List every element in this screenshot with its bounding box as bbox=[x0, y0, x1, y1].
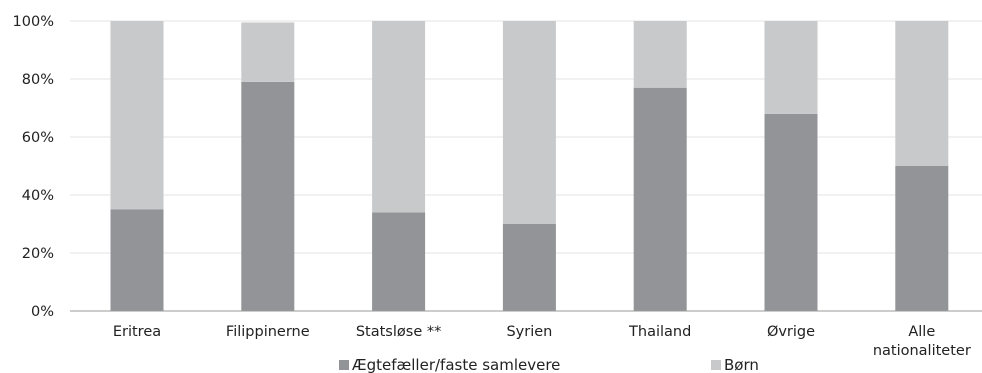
x-tick-label: Statsløse ** bbox=[356, 324, 442, 340]
y-tick-label: 20% bbox=[22, 246, 54, 262]
legend-label: Børn bbox=[724, 356, 759, 373]
x-tick-label: Eritrea bbox=[113, 324, 161, 340]
bar-segment-children bbox=[502, 21, 556, 224]
bar-segment-children bbox=[110, 21, 164, 210]
x-tick-label: Thailand bbox=[628, 324, 691, 340]
bar-segment-spouses bbox=[895, 166, 949, 311]
y-tick-label: 0% bbox=[31, 304, 54, 320]
bar-segment-children bbox=[633, 21, 687, 88]
legend: Ægtefæller/faste samlevere Børn bbox=[339, 356, 759, 373]
legend-label: Ægtefæller/faste samlevere bbox=[352, 356, 560, 373]
bar-segment-spouses bbox=[241, 81, 295, 312]
legend-swatch bbox=[711, 360, 721, 370]
y-tick-label: 60% bbox=[22, 130, 54, 146]
x-tick-label: Syrien bbox=[506, 324, 552, 340]
bar-segment-spouses bbox=[764, 113, 818, 311]
bars bbox=[110, 21, 949, 312]
bar-segment-spouses bbox=[372, 212, 426, 311]
y-tick-label: 100% bbox=[13, 14, 54, 30]
bar-segment-spouses bbox=[110, 209, 164, 311]
bar-segment-spouses bbox=[502, 224, 556, 311]
bar-segment-spouses bbox=[633, 87, 687, 311]
x-tick-labels: Eritrea Filippinerne Statsløse ** Syrien Tha… bbox=[113, 324, 971, 359]
y-tick-label: 80% bbox=[22, 72, 54, 88]
y-tick-labels: 0% 20% 40% 60% 80% 100% bbox=[13, 14, 54, 320]
bar-segment-children bbox=[764, 21, 818, 114]
y-tick-label: 40% bbox=[22, 188, 54, 204]
x-tick-label: Øvrige bbox=[767, 324, 815, 340]
bar-segment-children bbox=[895, 21, 949, 166]
x-tick-label: Alle nationaliteter bbox=[873, 324, 971, 359]
bar-segment-children bbox=[241, 22, 295, 82]
legend-swatch bbox=[339, 360, 349, 370]
x-tick-label: Filippinerne bbox=[226, 324, 310, 340]
bar-segment-children bbox=[372, 21, 426, 213]
